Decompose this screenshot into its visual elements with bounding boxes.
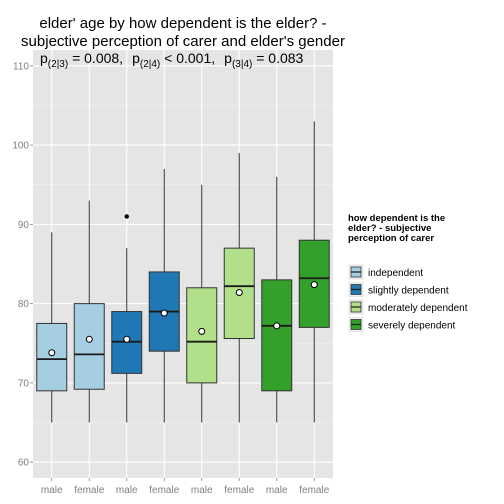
outlier-point [124,214,129,219]
box-3 [111,214,143,423]
mean-point [235,289,243,297]
p-values-annotation: p(2|3) = 0.008, p(2|4) < 0.001, p(3|4) = 0… [40,50,304,70]
x-tick-label: male [41,485,63,496]
legend-title-line-3: perception of carer [348,233,434,244]
box-2 [73,200,105,423]
mean-point [273,322,281,330]
mean-point [85,335,93,343]
mean-point [310,281,318,289]
x-tick-label: female [224,485,254,496]
x-tick-label: female [149,485,179,496]
y-axis-ticks: 60 70 80 90 100 110 [12,61,33,469]
mean-point [198,327,206,335]
box-8 [298,121,330,423]
y-tick-label: 110 [13,61,29,72]
legend: how dependent is the elder? - subjective… [348,213,468,332]
boxplot-series [36,121,330,423]
legend-item-4: severely dependent [348,317,456,332]
title-line-1: elder' age by how dependent is the elder… [39,15,326,32]
p-value-3: p(3|4) = 0.083 [224,50,303,70]
y-tick-label: 100 [12,141,29,152]
y-tick-label: 90 [18,220,30,231]
legend-label: independent [368,268,423,279]
y-tick-label: 60 [18,458,30,469]
mean-point [160,309,168,317]
box-body [261,279,293,392]
legend-title-line-1: how dependent is the [348,213,445,224]
box-4 [148,168,180,423]
x-tick-label: male [266,485,288,496]
box-body [36,322,68,392]
x-tick-label: female [74,485,104,496]
x-tick-label: female [299,485,329,496]
box-6 [223,153,255,423]
legend-items: independent slightly dependent moderately … [348,264,468,332]
legend-item-1: independent [348,264,423,280]
y-tick-label: 70 [18,378,30,389]
legend-item-2: slightly dependent [348,282,449,297]
box-body [186,287,218,384]
legend-title-line-2: elder? - subjective [348,223,431,234]
x-axis-ticks: male female male female male female male female [41,478,330,496]
mean-point [48,349,56,357]
title-line-2: subjective perception of carer and elder… [21,33,345,50]
x-tick-label: male [191,485,213,496]
y-tick-label: 80 [18,299,30,310]
box-1 [36,232,68,423]
legend-item-3: moderately dependent [348,299,468,315]
legend-label: severely dependent [368,321,456,332]
p-value-2: p(2|4) < 0.001, [132,50,215,70]
legend-label: moderately dependent [368,303,468,314]
chart-title: elder' age by how dependent is the elder… [21,15,345,50]
box-5 [186,184,218,423]
mean-point [123,335,131,343]
x-tick-label: male [116,485,138,496]
legend-label: slightly dependent [368,286,449,297]
box-7 [261,176,293,423]
p-value-1: p(2|3) = 0.008, [40,50,123,70]
box-body [73,303,105,390]
